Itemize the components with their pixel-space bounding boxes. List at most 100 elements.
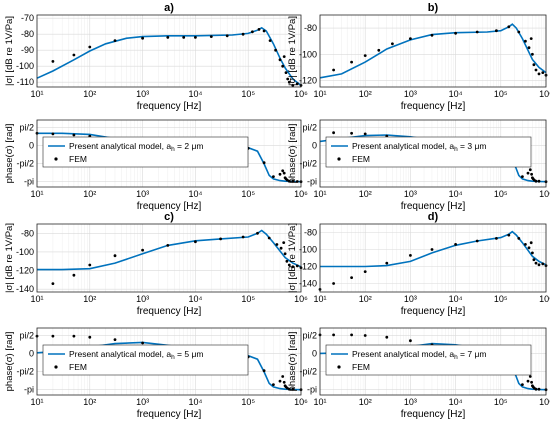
fem-point <box>332 131 335 135</box>
fem-point <box>528 168 532 172</box>
panel-c-mag-plot: 10¹ 10² 10³ 10⁴ 10⁵ 10⁶ -140 -120 -100 -80 frequen… <box>4 211 308 317</box>
y-tick-label: -pi/2 <box>299 159 317 169</box>
axes-frame <box>319 223 547 293</box>
x-tick-label: 10⁵ <box>241 294 255 304</box>
x-axis-label: frequency [Hz] <box>137 201 202 212</box>
fem-point <box>282 241 286 245</box>
fem-point <box>262 369 266 373</box>
fem-point <box>332 333 335 337</box>
fem-point <box>495 29 498 33</box>
fem-point <box>377 48 381 52</box>
y-tick-label: pi/2 <box>19 122 34 132</box>
fem-point <box>287 80 291 84</box>
fem-point <box>391 42 394 46</box>
y-tick-label: -80 <box>304 228 317 238</box>
x-axis-label: frequency [Hz] <box>137 306 202 317</box>
x-tick-label: 10⁴ <box>188 189 202 199</box>
y-tick-label: 0 <box>312 348 317 358</box>
fem-point <box>279 246 283 250</box>
y-tick-label: -pi <box>307 177 317 187</box>
fem-point <box>532 63 536 67</box>
x-tick-label: 10⁶ <box>294 397 308 407</box>
fem-point <box>257 28 261 31</box>
y-tick-label: 0 <box>29 348 34 358</box>
x-tick-label: 10³ <box>404 397 417 407</box>
fem-point <box>141 248 145 252</box>
fem-point <box>526 379 530 383</box>
x-tick-label: 10³ <box>404 189 417 199</box>
legend-model-value: = 7 μm <box>458 349 487 359</box>
y-tick-label: -80 <box>21 228 34 238</box>
y-axis-label: |σ| [dB re 1V/Pa] <box>287 16 298 86</box>
x-axis-label: frequency [Hz] <box>401 101 466 112</box>
fem-point <box>282 171 286 175</box>
legend-label-fem: FEM <box>352 362 370 372</box>
plot-background <box>37 224 301 292</box>
legend-model-subscript: h <box>171 146 175 153</box>
x-tick-label: 10² <box>83 397 96 407</box>
fem-point <box>241 235 245 239</box>
y-axis-label: phase(σ) [rad] <box>4 124 15 184</box>
fem-point <box>268 39 272 42</box>
x-tick-label: 10⁵ <box>494 189 508 199</box>
fem-point <box>283 252 287 256</box>
analytical-model-line <box>320 230 547 268</box>
fem-point <box>507 25 511 29</box>
legend-model-value: = 3 μm <box>458 141 487 151</box>
axes-frame <box>319 119 547 188</box>
fem-point <box>286 77 290 81</box>
fem-point <box>530 172 533 176</box>
fem-point <box>182 36 186 39</box>
y-tick-label: -110 <box>17 77 34 87</box>
fem-point <box>262 29 266 33</box>
fem-point <box>267 236 271 240</box>
fem-point <box>287 387 291 391</box>
fem-point <box>285 259 289 263</box>
fem-point <box>141 341 145 345</box>
x-tick-label: 10⁶ <box>294 89 308 99</box>
fem-point <box>385 261 389 265</box>
fem-point <box>526 171 530 175</box>
y-tick-label: pi/2 <box>302 330 317 340</box>
panel-d-ph-plot: 10¹ 10² 10³ 10⁴ 10⁵ 10⁶ -pi -pi/2 0 pi/2 frequency… <box>287 327 550 420</box>
fem-point <box>275 243 279 246</box>
y-axis-label: phase(σ) [rad] <box>287 332 298 392</box>
x-tick-label: 10⁵ <box>241 89 255 99</box>
x-tick-label: 10⁴ <box>449 397 463 407</box>
fem-point <box>272 175 275 179</box>
legend-point-swatch <box>337 365 341 369</box>
fem-point <box>350 276 353 279</box>
panel-b-ph-plot: 10¹ 10² 10³ 10⁴ 10⁵ 10⁶ -pi -pi/2 0 pi/2 frequency… <box>287 119 550 212</box>
legend-label-model: Present analytical model, ah = 5 μm <box>69 349 203 361</box>
legend-point-swatch <box>337 157 341 161</box>
y-axis-label: |σ| [dB re 1V/Pa] <box>4 223 15 293</box>
fem-point <box>284 71 288 74</box>
fem-point <box>287 263 291 267</box>
fem-point <box>295 264 299 268</box>
fem-point <box>278 58 282 62</box>
axes-frame <box>36 14 302 88</box>
fem-point <box>534 68 538 72</box>
fem-point <box>295 82 299 86</box>
x-tick-label: 10³ <box>404 89 417 99</box>
legend-model-subscript: h <box>171 354 175 361</box>
analytical-model-line <box>37 229 302 271</box>
fem-point <box>51 334 55 338</box>
legend-model-name: Present analytical model, a <box>352 349 454 359</box>
x-tick-label: 10⁵ <box>494 294 508 304</box>
fem-point <box>507 233 511 237</box>
fem-point <box>363 334 367 337</box>
fem-point <box>291 387 295 391</box>
fem-point <box>409 37 412 40</box>
y-tick-label: -pi/2 <box>16 367 34 377</box>
legend-box <box>325 344 532 376</box>
panel-title: b) <box>428 2 439 14</box>
y-tick-label: -80 <box>21 29 34 39</box>
fem-point <box>363 132 367 136</box>
fem-point <box>282 380 286 384</box>
fem-point <box>88 45 92 49</box>
y-tick-label: -120 <box>299 262 317 272</box>
fem-point <box>537 387 541 391</box>
fem-point <box>537 72 541 76</box>
